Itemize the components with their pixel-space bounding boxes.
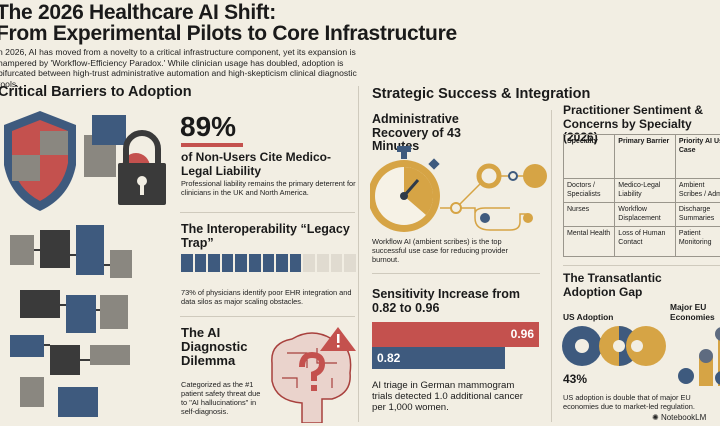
bar-segment-filled: [249, 254, 261, 272]
interop-headline: The Interoperability “Legacy Trap”: [181, 222, 350, 250]
bar-segment-filled: [289, 254, 302, 272]
bar-segment-filled: [221, 254, 234, 272]
dilemma-text: Categorized as the #1 patient safety thr…: [181, 380, 261, 416]
cell: Mental Health: [562, 226, 616, 257]
column-divider: [551, 110, 552, 422]
recovery-text: Workflow AI (ambient scribes) is the top…: [372, 237, 508, 264]
liability-headline: of Non-Users Cite Medico-Legal Liability: [181, 150, 332, 178]
bar-segment-empty: [330, 254, 343, 272]
table-row: Doctors / Specialists Medico-Legal Liabil…: [562, 178, 720, 203]
divider: [180, 316, 355, 317]
divider: [372, 273, 540, 274]
interop-bar: [181, 254, 356, 272]
interop-text: 73% of physicians identify poor EHR inte…: [181, 288, 352, 306]
bar-segment-filled: [235, 254, 248, 272]
notebook-logo-icon: ✺: [652, 413, 661, 422]
padlock-icon: [118, 130, 166, 205]
bar-segment-empty: [344, 254, 356, 272]
footer-label: NotebookLM: [660, 413, 707, 422]
cell: Loss of Human Contact: [614, 226, 676, 257]
liability-stat-value: 89%: [180, 111, 237, 142]
bar-segment-empty: [317, 254, 329, 272]
cell: Discharge Summaries: [674, 202, 720, 227]
bar-segment-filled: [181, 254, 193, 272]
bar-segment-filled: [262, 254, 275, 272]
bar-segment-empty: [303, 254, 316, 272]
footer-brand: ✺ NotebookLM: [652, 413, 706, 423]
adoption-gap-illustration: [562, 326, 720, 386]
column-divider: [358, 86, 359, 422]
barriers-illustration: [4, 111, 166, 417]
cell: Medico-Legal Liability: [614, 178, 676, 203]
us-adoption-label: US Adoption: [563, 312, 614, 322]
divider: [563, 265, 720, 266]
section-title-success: Strategic Success & Integration: [372, 86, 591, 102]
table-row: Mental Health Loss of Human Contact Patien…: [562, 226, 720, 257]
liability-text: Professional liability remains the prima…: [181, 179, 356, 197]
cell: Nurses: [562, 202, 616, 227]
gap-text: US adoption is double that of major EU e…: [563, 393, 695, 411]
legacy-system-blocks-icon: [10, 225, 132, 417]
dilemma-headline: The AI Diagnostic Dilemma: [181, 325, 248, 368]
eu-label: Major EU Economies: [670, 302, 715, 322]
bar-segment-filled: [276, 254, 288, 272]
cell: Doctors / Specialists: [562, 178, 616, 203]
gap-headline: The Transatlantic Adoption Gap: [563, 271, 662, 299]
us-adoption-value: 43%: [563, 372, 588, 386]
brain-warning-icon: [271, 327, 356, 423]
bar-segment-filled: [194, 254, 207, 272]
bar-segment-filled: [208, 254, 220, 272]
stopwatch-icon: [370, 146, 547, 232]
sensitivity-after-value: 0.96: [510, 327, 534, 341]
question-mark-icon: [299, 351, 326, 381]
table-row: Nurses Workflow Displacement Discharge Sum…: [562, 202, 720, 227]
sensitivity-headline: Sensitivity Increase from 0.82 to 0.96: [372, 287, 520, 315]
col-header: Specialty: [562, 134, 616, 179]
cell: Patient Monitoring: [674, 226, 720, 257]
cell: Workflow Displacement: [614, 202, 676, 227]
sensitivity-text: AI triage in German mammogram trials det…: [372, 380, 523, 413]
sensitivity-before-value: 0.82: [377, 351, 401, 365]
section-title-barriers: Critical Barriers to Adoption: [0, 84, 192, 100]
sensitivity-bar-after: 0.96: [372, 322, 539, 347]
stat-underline: [181, 143, 243, 147]
cell: Ambient Scribes / Admin: [674, 178, 720, 203]
col-header: Priority AI Use Case: [674, 134, 720, 179]
page-title: The 2026 Healthcare AI Shift: From Experi…: [0, 1, 457, 45]
sensitivity-bar-before: 0.82: [372, 347, 505, 369]
col-header: Primary Barrier: [614, 134, 676, 179]
shield-icon: [4, 111, 76, 211]
divider: [180, 212, 355, 213]
page-subtitle: n 2026, AI has moved from a novelty to a…: [0, 47, 357, 89]
